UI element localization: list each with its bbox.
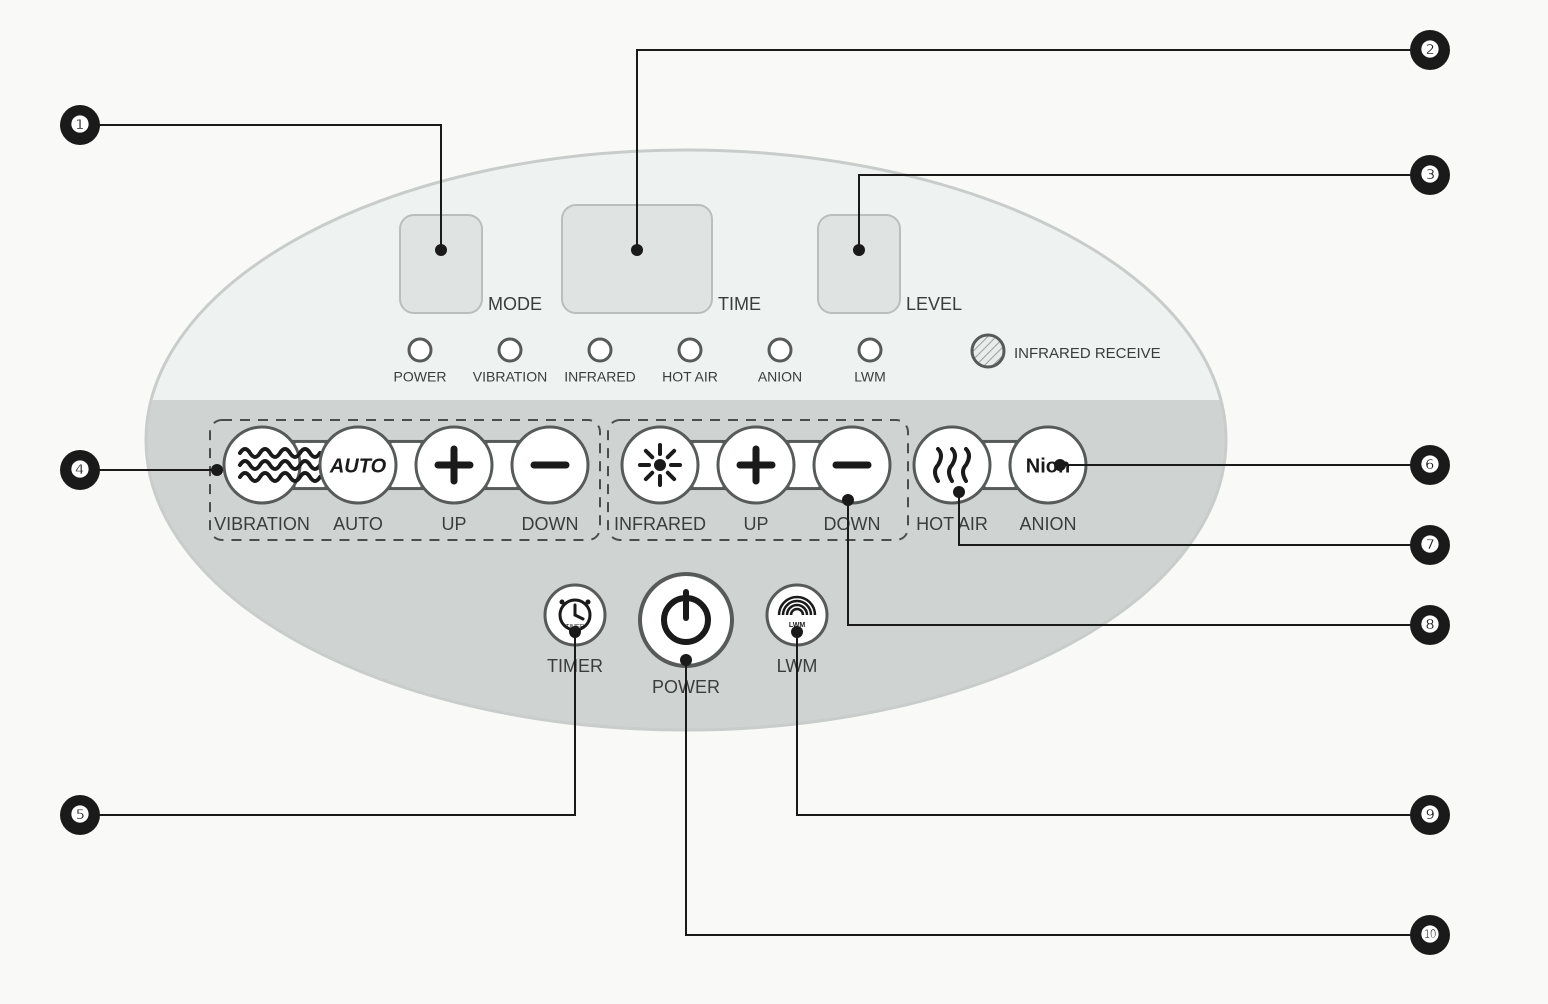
led-anion <box>769 339 791 361</box>
up2-button[interactable] <box>718 427 794 503</box>
callout-target-dot <box>569 626 581 638</box>
callout-badge: ❾ <box>1410 795 1450 835</box>
led-hotair <box>679 339 701 361</box>
callout-target-dot <box>631 244 643 256</box>
led-vibration <box>499 339 521 361</box>
led-label: ANION <box>758 369 802 385</box>
svg-text:AUTO: AUTO <box>329 455 387 477</box>
led-lwm <box>859 339 881 361</box>
callout-badge: ❷ <box>1410 30 1450 70</box>
callout-target-dot <box>842 494 854 506</box>
callout-badge: ❻ <box>1410 445 1450 485</box>
down1-label: DOWN <box>522 514 579 534</box>
led-label: VIBRATION <box>473 369 547 385</box>
callout-target-dot <box>211 464 223 476</box>
auto-label: AUTO <box>333 514 383 534</box>
callout-target-dot <box>791 626 803 638</box>
up1-button[interactable] <box>416 427 492 503</box>
up2-label: UP <box>743 514 768 534</box>
callout-badge: ❹ <box>60 450 100 490</box>
callout-badge: ❽ <box>1410 605 1450 645</box>
callout-target-dot <box>953 486 965 498</box>
callout-badge: ❼ <box>1410 525 1450 565</box>
hotair-label: HOT AIR <box>916 514 988 534</box>
callout-target-dot <box>853 244 865 256</box>
callout-badge: ❸ <box>1410 155 1450 195</box>
infrared-button[interactable] <box>622 427 698 503</box>
up1-label: UP <box>441 514 466 534</box>
callout-badge: ❿ <box>1410 915 1450 955</box>
led-label: INFRARED <box>564 369 636 385</box>
display-time-label: TIME <box>718 294 761 314</box>
led-power <box>409 339 431 361</box>
down2-label: DOWN <box>824 514 881 534</box>
infrared-receiver <box>972 335 1004 367</box>
infrared-receiver-label: INFRARED RECEIVE <box>1014 345 1161 362</box>
display-mode-label: MODE <box>488 294 542 314</box>
callout-target-dot <box>1054 459 1066 471</box>
callout-badge: ❶ <box>60 105 100 145</box>
hotair-button[interactable] <box>914 427 990 503</box>
anion-label: ANION <box>1019 514 1076 534</box>
led-label: LWM <box>854 369 886 385</box>
callout-badge: ❺ <box>60 795 100 835</box>
callout-target-dot <box>435 244 447 256</box>
led-infrared <box>589 339 611 361</box>
led-label: HOT AIR <box>662 369 718 385</box>
infrared-label: INFRARED <box>614 514 706 534</box>
vibration-label: VIBRATION <box>214 514 310 534</box>
down1-button[interactable] <box>512 427 588 503</box>
display-level-label: LEVEL <box>906 294 962 314</box>
callout-target-dot <box>680 654 692 666</box>
down2-button[interactable] <box>814 427 890 503</box>
led-label: POWER <box>394 369 447 385</box>
power-button[interactable] <box>640 574 732 666</box>
control-panel-diagram: MODE TIME LEVEL POWER VIBRATION INFRARED HOT A… <box>0 0 1548 1004</box>
auto-button[interactable]: AUTO <box>320 427 396 503</box>
